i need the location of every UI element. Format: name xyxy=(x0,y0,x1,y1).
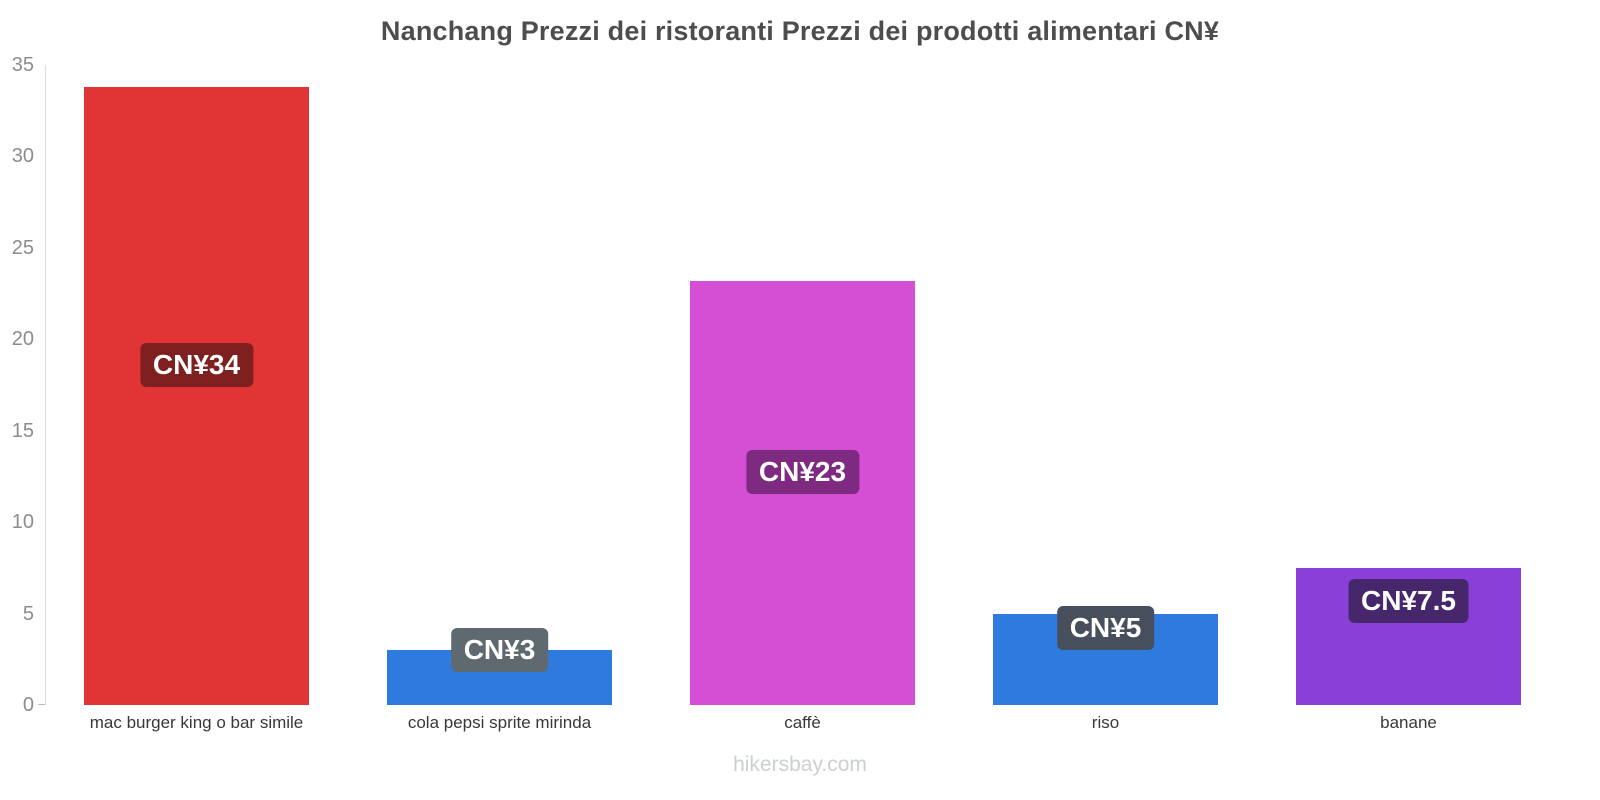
y-tick-label: 5 xyxy=(22,602,34,625)
x-axis-label: mac burger king o bar simile xyxy=(89,713,304,732)
x-axis-label: banane xyxy=(1380,713,1437,732)
x-axis-label: caffè xyxy=(784,713,821,732)
y-axis-line xyxy=(45,65,46,705)
x-axis-label: riso xyxy=(1091,713,1120,732)
value-label: CN¥7.5 xyxy=(1348,578,1469,623)
plot-area: 0 5 10 15 20 25 30 35 CN¥34 CN¥3 CN¥23 CN¥5 CN¥7.5 xyxy=(12,54,1560,716)
y-tick-label: 25 xyxy=(11,236,34,259)
value-label: CN¥34 xyxy=(139,343,254,388)
bar-slot: CN¥3 xyxy=(348,65,651,705)
bar-1[interactable]: CN¥34 xyxy=(84,86,309,705)
y-tick-label: 15 xyxy=(11,419,34,442)
y-tick-label: 0 xyxy=(22,694,34,716)
bar-slot: CN¥34 xyxy=(45,65,348,705)
y-tick-label: 20 xyxy=(11,328,34,351)
value-label: CN¥23 xyxy=(745,449,860,494)
bars-container: CN¥34 CN¥3 CN¥23 CN¥5 CN¥7.5 xyxy=(45,65,1560,705)
value-label: CN¥5 xyxy=(1056,606,1155,651)
y-tick-label: 10 xyxy=(11,511,34,534)
value-label: CN¥3 xyxy=(450,628,549,673)
y-tick-label: 35 xyxy=(11,54,34,76)
x-axis-labels: mac burger king o bar simile cola pepsi s… xyxy=(45,713,1560,733)
chart-title: Nanchang Prezzi dei ristoranti Prezzi de… xyxy=(380,16,1220,46)
zero-tick-mark xyxy=(38,704,45,705)
bar-slot: CN¥23 xyxy=(651,65,954,705)
bar-slot: CN¥7.5 xyxy=(1257,65,1560,705)
y-tick-label: 30 xyxy=(11,145,34,168)
watermark-text: hikersbay.com xyxy=(733,753,867,776)
bar-5[interactable]: CN¥7.5 xyxy=(1296,567,1521,705)
bar-2[interactable]: CN¥3 xyxy=(387,628,612,705)
bar-slot: CN¥5 xyxy=(954,65,1257,705)
bar-3[interactable]: CN¥23 xyxy=(690,280,915,705)
x-axis-label: cola pepsi sprite mirinda xyxy=(407,713,592,732)
bar-4[interactable]: CN¥5 xyxy=(993,606,1218,705)
y-axis: 0 5 10 15 20 25 30 35 xyxy=(0,54,38,716)
